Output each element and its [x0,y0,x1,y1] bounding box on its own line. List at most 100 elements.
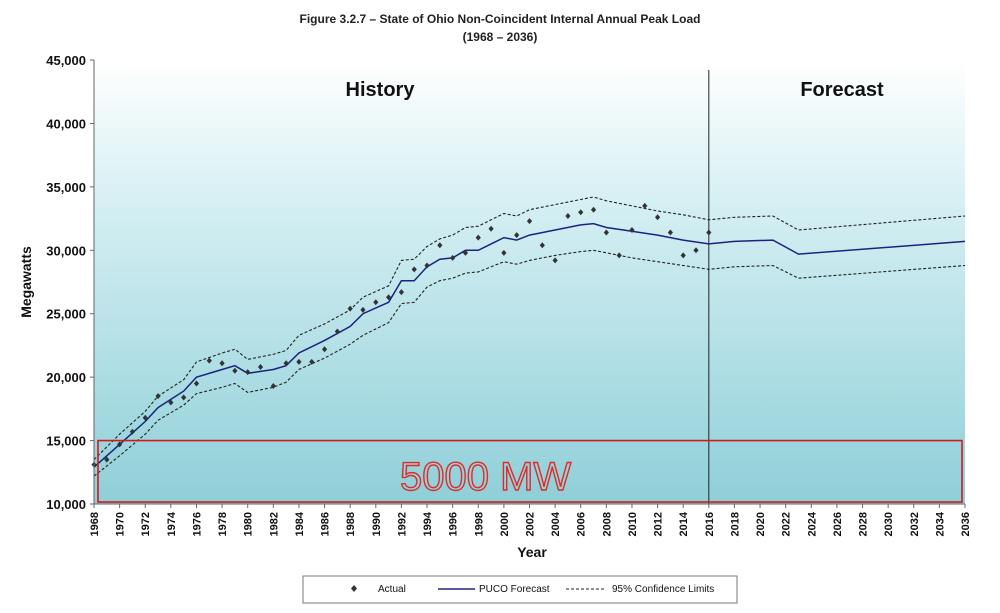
puco-forecast-line [93,222,966,468]
actual-point [257,363,264,370]
actual-point [129,428,136,435]
y-tick-label: 35,000 [46,180,86,195]
actual-point [462,249,469,256]
x-tick-label: 2004 [550,511,562,536]
actual-point [309,358,315,365]
y-tick-label: 20,000 [46,370,86,385]
actual-point [565,213,571,220]
actual-point [526,218,533,225]
x-tick-label: 2016 [704,512,716,536]
actual-point [411,266,417,273]
x-axis-label: Year [517,544,547,560]
confidence-lower-line [93,249,966,477]
actual-point [437,242,443,249]
legend-marker-actual [351,585,357,592]
chart-subtitle: (1968 – 2036) [463,30,538,44]
actual-point [104,456,110,463]
x-tick-label: 2012 [653,512,665,536]
x-tick-label: 1982 [268,512,280,536]
actual-point [501,249,507,256]
x-tick-label: 2010 [627,512,639,536]
actual-point [386,294,392,301]
x-tick-label: 2000 [499,512,511,536]
actual-point [334,328,340,335]
plot-area [94,60,965,504]
x-tick-label: 1968 [89,512,101,536]
x-tick-label: 2020 [755,512,767,536]
x-tick-label: 1976 [191,512,203,536]
actual-point [373,299,379,306]
y-tick-label: 40,000 [46,116,86,131]
x-tick-label: 1998 [473,512,485,536]
x-tick-label: 2024 [806,511,818,536]
y-axis-label: Megawatts [18,246,34,318]
actual-point [706,229,712,236]
x-tick-label: 2006 [576,512,588,536]
legend-box [302,575,738,604]
x-tick-label: 2026 [832,512,844,536]
actual-point [245,369,251,376]
x-tick-label: 1972 [140,512,152,536]
x-tick-label: 1970 [115,512,127,536]
actual-point [578,209,584,216]
x-tick-label: 2002 [525,512,537,536]
actual-point [398,289,405,296]
x-tick-label: 2028 [858,512,870,536]
actual-point [296,358,302,365]
annotation-box [97,439,963,503]
actual-point [629,226,635,233]
actual-point [693,247,699,254]
actual-point [603,229,609,236]
actual-point [475,234,481,241]
actual-point [642,202,648,209]
actual-point [514,232,520,239]
actual-point [219,360,225,367]
confidence-upper-line [93,196,966,460]
actual-point [181,394,187,401]
actual-point [117,441,123,448]
actual-point [321,346,328,353]
actual-point [616,252,622,259]
x-tick-label: 1992 [396,512,408,536]
history-label: History [346,79,416,101]
annotation-text: 5000 MW [400,455,571,499]
x-tick-label: 1990 [371,512,383,536]
actual-point [347,305,353,312]
y-tick-label: 45,000 [46,53,86,68]
actual-point [667,229,673,236]
forecast-label: Forecast [800,79,884,101]
actual-point [360,306,366,313]
actual-point [680,252,686,259]
actual-point [283,360,289,367]
y-tick-label: 10,000 [46,497,86,512]
x-tick-label: 2036 [960,512,972,536]
y-tick-label: 15,000 [46,434,86,449]
x-tick-label: 2030 [883,512,895,536]
x-tick-label: 1986 [320,512,332,536]
actual-point [552,257,558,264]
actual-point [424,262,430,269]
chart-title: Figure 3.2.7 – State of Ohio Non-Coincid… [300,12,701,26]
actual-point [590,206,597,213]
x-tick-label: 1984 [294,511,306,536]
x-tick-label: 2018 [729,512,741,536]
y-axis: 10,000 15,000 20,000 25,000 30,000 35,000 40,0… [46,53,94,512]
y-tick-label: 25,000 [46,307,86,322]
legend: Actual PUCO Forecast 95% Confidence Limi… [302,575,738,604]
actual-point [142,414,148,421]
x-tick-label: 2032 [909,512,921,536]
actual-point [168,399,174,406]
x-tick-label: 1996 [448,512,460,536]
x-tick-label: 1974 [166,511,178,536]
actual-point [539,242,545,249]
x-tick-label: 1988 [345,512,357,536]
x-tick-label: 2022 [781,512,793,536]
x-tick-label: 2008 [601,512,613,536]
actual-point [232,367,238,374]
x-axis: 1968 1970 1972 1974 1976 1978 1980 1982 1984 1986… [89,504,972,536]
actual-point [193,380,200,387]
x-tick-label: 2014 [678,511,690,536]
actual-point [206,357,212,364]
legend-label-forecast: PUCO Forecast [479,584,550,595]
